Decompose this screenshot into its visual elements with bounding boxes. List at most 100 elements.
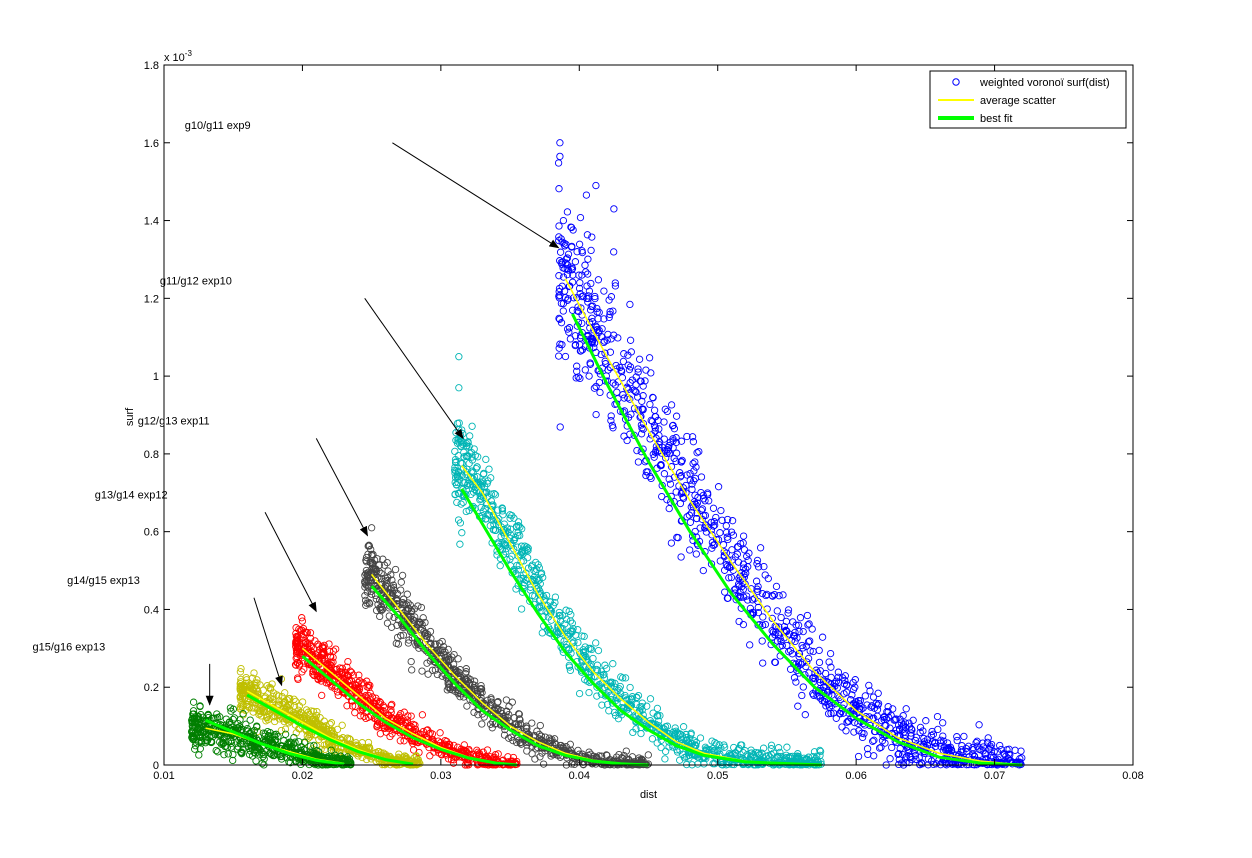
scatter-point bbox=[404, 712, 412, 720]
scatter-point bbox=[539, 760, 548, 768]
scatter-point bbox=[413, 760, 421, 768]
scatter-point bbox=[607, 412, 615, 420]
scatter-point bbox=[468, 453, 476, 461]
scatter-point bbox=[237, 740, 246, 748]
scatter-point bbox=[639, 392, 647, 400]
scatter-point bbox=[534, 561, 542, 569]
scatter-point bbox=[611, 279, 619, 287]
scatter-point bbox=[816, 686, 824, 695]
scatter-point bbox=[478, 720, 486, 728]
scatter-point bbox=[770, 749, 778, 757]
scatter-point bbox=[786, 665, 795, 673]
scatter-point bbox=[453, 498, 461, 507]
scatter-point bbox=[318, 691, 326, 700]
scatter-point bbox=[477, 697, 485, 705]
scatter-point bbox=[584, 270, 592, 278]
annotation-label: g12/g13 exp11 bbox=[138, 416, 210, 428]
scatter-point bbox=[485, 511, 493, 520]
scatter-point bbox=[246, 716, 254, 724]
scatter-point bbox=[573, 367, 581, 375]
scatter-point bbox=[394, 640, 403, 648]
y-tick-label: 0 bbox=[153, 760, 159, 772]
scatter-point bbox=[772, 623, 780, 631]
scatter-point bbox=[522, 722, 531, 730]
y-tick-label: 1.8 bbox=[144, 60, 159, 72]
scatter-point bbox=[423, 726, 431, 735]
scatter-point bbox=[515, 710, 523, 718]
scatter-point bbox=[638, 397, 646, 405]
scatter-point bbox=[603, 336, 611, 344]
scatter-point bbox=[365, 683, 373, 692]
scatter-point bbox=[672, 488, 680, 496]
scatter-point bbox=[771, 658, 780, 667]
scatter-point bbox=[707, 560, 716, 568]
scatter-point bbox=[455, 419, 463, 427]
scatter-point bbox=[663, 449, 671, 458]
scatter-point bbox=[656, 711, 664, 720]
scatter-point bbox=[527, 563, 536, 571]
scatter-point bbox=[559, 216, 568, 225]
scatter-point bbox=[474, 453, 482, 461]
scatter-point bbox=[393, 590, 402, 598]
scatter-point bbox=[689, 438, 698, 446]
scatter-point bbox=[538, 629, 546, 637]
scatter-point bbox=[514, 720, 523, 729]
scatter-point bbox=[691, 474, 700, 483]
scatter-point bbox=[728, 546, 736, 554]
scatter-point bbox=[869, 737, 877, 745]
scatter-point bbox=[313, 708, 321, 716]
scatter-point bbox=[293, 633, 302, 641]
scatter-point bbox=[583, 231, 592, 239]
scatter-point bbox=[308, 652, 316, 660]
scatter-point bbox=[688, 532, 697, 540]
scatter-point bbox=[920, 738, 928, 746]
scatter-point bbox=[320, 657, 329, 665]
scatter-point bbox=[292, 637, 300, 646]
scatter-point bbox=[666, 480, 675, 488]
scatter-point bbox=[372, 576, 380, 585]
scatter-points-layer bbox=[188, 139, 1026, 769]
scatter-point bbox=[411, 725, 420, 733]
scatter-point bbox=[469, 681, 477, 689]
scatter-point bbox=[513, 561, 521, 570]
scatter-point bbox=[502, 696, 511, 704]
scatter-point bbox=[649, 709, 657, 717]
scatter-point bbox=[744, 556, 752, 565]
scatter-point bbox=[692, 550, 700, 558]
best-fit-line bbox=[301, 654, 518, 767]
scatter-point bbox=[451, 490, 459, 498]
scatter-point bbox=[281, 689, 289, 697]
scatter-point bbox=[379, 555, 387, 563]
scatter-point bbox=[960, 732, 968, 741]
scatter-point bbox=[404, 599, 412, 607]
scatter-point bbox=[482, 701, 491, 710]
scatter-point bbox=[724, 594, 732, 602]
scatter-point bbox=[372, 595, 380, 603]
scatter-point bbox=[756, 544, 765, 552]
scatter-point bbox=[661, 405, 669, 413]
scatter-point bbox=[802, 642, 810, 650]
scatter-point bbox=[632, 717, 640, 725]
scatter-point bbox=[470, 677, 479, 685]
scatter-point bbox=[344, 755, 352, 763]
scatter-point bbox=[327, 719, 336, 727]
scatter-point bbox=[574, 746, 582, 755]
scatter-point bbox=[436, 729, 444, 737]
scatter-point bbox=[627, 695, 636, 703]
scatter-point bbox=[763, 590, 771, 599]
scatter-point bbox=[739, 532, 748, 540]
scatter-point bbox=[734, 558, 743, 566]
scatter-point bbox=[450, 650, 458, 659]
scatter-point bbox=[973, 742, 981, 750]
scatter-point bbox=[532, 558, 540, 567]
y-tick-label: 0.4 bbox=[144, 604, 159, 616]
scatter-point bbox=[672, 727, 680, 735]
scatter-point bbox=[810, 748, 819, 756]
scatter-point bbox=[344, 657, 352, 666]
scatter-point bbox=[772, 582, 781, 591]
y-axis-exponent-base: x 10 bbox=[164, 52, 185, 64]
scatter-point bbox=[620, 432, 628, 440]
scatter-point bbox=[888, 729, 896, 738]
scatter-point bbox=[476, 496, 484, 504]
scatter-point bbox=[565, 328, 573, 336]
